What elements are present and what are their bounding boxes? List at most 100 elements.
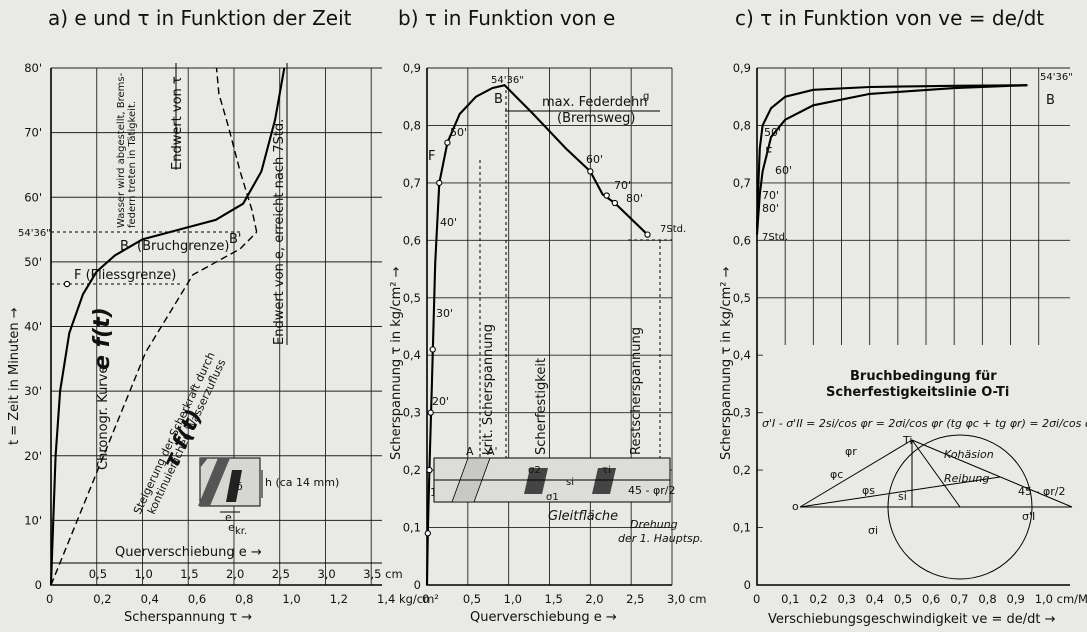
- panel-b-y-label: Scherspannung τ in kg/cm² →: [389, 266, 404, 460]
- panel-a-tau-tick: 0,6: [188, 592, 206, 606]
- panel-b-pt-60: 60': [586, 153, 603, 166]
- panel-c-mohr-inset: Bruchbedingung für Scherfestigkeitslinie…: [762, 345, 1087, 580]
- panel-b-y-tick: 0,6: [403, 233, 421, 247]
- panel-b-drehung-2: der 1. Hauptsp.: [618, 532, 703, 545]
- panel-c-y-tick: 0,8: [733, 118, 751, 132]
- panel-b-x-tick: 1,5: [545, 592, 563, 606]
- panel-a-y-tick: 10': [24, 513, 42, 527]
- panel-c-axes: [756, 68, 1070, 586]
- panel-b-tau-e-chart: b) τ in Funktion von e 00,10,20,30,40,50…: [389, 6, 706, 625]
- panel-c-x-tick: 0,4: [866, 592, 884, 606]
- panel-c-y-tick: 0,9: [733, 61, 751, 75]
- panel-a-wasser-1: Wasser wird abgestellt, Brems-: [116, 72, 127, 228]
- panel-b-si: si: [566, 477, 574, 488]
- panel-c-y-tick: 0,1: [733, 521, 751, 535]
- panel-a-y-label: t = Zeit in Minuten →: [7, 307, 22, 445]
- panel-a-xlabel-top: Querverschiebung e →: [115, 545, 262, 560]
- panel-c-pt-60: 60': [775, 164, 792, 177]
- panel-b-x-tick: 0: [422, 592, 429, 606]
- panel-b-y-tick: 0,8: [403, 118, 421, 132]
- panel-a-tau-tick: 1,0: [282, 592, 300, 606]
- panel-b-pt-mark: 54'36": [491, 75, 524, 86]
- panel-a-y-tick: 40': [24, 320, 42, 334]
- panel-b-point: [426, 466, 433, 474]
- panel-b-point: [444, 139, 451, 146]
- panel-c-y-label: Scherspannung τ in kg/cm² →: [719, 266, 734, 460]
- panel-b-drehung-1: Drehung: [630, 518, 678, 531]
- panel-c-x-tick: 0,2: [809, 592, 827, 606]
- panel-c-mohr-circle: [887, 434, 1033, 580]
- panel-c-x-label: Verschiebungsgeschwindigkeit ve = de/dt …: [768, 612, 1056, 627]
- panel-b-x-tick: 1,0: [504, 592, 522, 606]
- panel-b-y-tick: 0,1: [403, 521, 421, 535]
- panel-b-x-tick: 0,5: [463, 592, 481, 606]
- panel-a-label-b2: B': [229, 232, 242, 247]
- panel-a-tau-tick: 0,8: [235, 592, 253, 606]
- panel-a-y-tick: 50': [24, 255, 42, 269]
- panel-c-x-tick: 0,9: [1007, 592, 1025, 606]
- panel-c-y-tick: 0,5: [733, 291, 751, 305]
- panel-b-pt-50: 50': [450, 126, 467, 139]
- panel-a-tau-tick: 0,2: [93, 592, 111, 606]
- panel-b-point: [587, 168, 594, 175]
- panel-b-point: [429, 346, 436, 353]
- panel-c-pt-f: F: [765, 146, 772, 161]
- panel-b-point: [424, 530, 431, 537]
- panel-c-x-tick: 0: [753, 592, 760, 606]
- panel-a-specimen-inset: h (ca 14 mm) δ e e kr.: [198, 457, 339, 537]
- panel-c-sigma-i: σi: [868, 524, 878, 537]
- panel-a-series-tau: [50, 231, 258, 586]
- panel-a-ef-label: e f(t): [90, 307, 115, 370]
- panel-c-x-tick: 0,7: [950, 592, 968, 606]
- panel-b-a2: A': [487, 445, 498, 458]
- panel-c-tau-ve-chart: c) τ in Funktion von ve = de/dt 00,10,20…: [719, 6, 1087, 627]
- panel-b-specimen: A A' σ2 σ1 si τi 45 - φr/2 Gleitfläche D…: [433, 445, 703, 545]
- panel-c-kohaesion: Kohäsion: [944, 448, 994, 461]
- panel-c-ti: Ti: [902, 434, 912, 447]
- panel-b-bremsweg: (Bremsweg): [557, 111, 635, 126]
- panel-c-pt-b: B: [1046, 93, 1055, 108]
- panel-b-tau-i: τi: [602, 465, 611, 476]
- panel-a-ekr-sub: kr.: [235, 526, 247, 537]
- panel-a-wasser-2: federn treten in Tätigkeit.: [127, 101, 138, 228]
- panel-b-point: [436, 179, 443, 187]
- panel-c-phi-s: φs: [862, 484, 875, 497]
- panel-c-y-tick: 0: [744, 578, 751, 592]
- panel-b-pt-b: B: [494, 92, 503, 107]
- panel-c-y-tick: 0,2: [733, 463, 751, 477]
- panel-b-pt-f: F: [428, 149, 435, 164]
- panel-a-series-tau-end: [215, 67, 258, 233]
- panel-a-e-tick: 3,0: [317, 567, 335, 581]
- panel-c-pt-80: 80': [762, 202, 779, 215]
- panel-b-pt-40: 40': [440, 216, 457, 229]
- panel-b-x-tick: 2,5: [626, 592, 644, 606]
- panel-c-x-tick: 0,6: [922, 592, 940, 606]
- panel-a-tau-tick: 0: [46, 592, 53, 606]
- panel-a-label-b-text: (Bruchgrenze): [137, 239, 229, 254]
- panel-b-point: [603, 192, 610, 199]
- panel-b-y-ticks: 0 0,1 0,2 0,3 0,4 0,5 0,6 0,7 0,8 0,9: [403, 61, 421, 592]
- panel-b-y-tick: 0,4: [403, 348, 421, 362]
- panel-a-y-tick: 0: [35, 578, 42, 592]
- panel-c-pt-mark: 54'36": [1040, 72, 1073, 83]
- panel-c-y-tick: 0,3: [733, 406, 751, 420]
- panel-a-endwert-tau: Endwert von τ: [170, 76, 185, 170]
- panel-b-title: b) τ in Funktion von e: [398, 6, 615, 30]
- panel-b-y-tick: 0,7: [403, 176, 421, 190]
- panel-c-phi-r: φr: [845, 445, 857, 458]
- panel-b-pt-7std: 7Std.: [660, 224, 686, 235]
- panel-c-reibung: Reibung: [944, 472, 989, 485]
- panel-c-phi-c: φc: [830, 468, 843, 481]
- panel-c-mohr-lines: [799, 439, 1073, 508]
- panel-b-points: [424, 139, 651, 537]
- panel-b-x-ticks: 0 0,5 1,0 1,5 2,0 2,5 3,0 cm: [422, 592, 706, 606]
- panel-a-point-f: [63, 280, 71, 288]
- panel-a-tau-tick: 1,2: [330, 592, 348, 606]
- panel-a-e-tick: 0,5: [89, 567, 107, 581]
- panel-b-point: [427, 409, 434, 416]
- panel-a-mark-label: 54'36": [18, 228, 51, 239]
- panel-b-federdehnung-sup: g: [643, 91, 649, 102]
- panel-a-e-tick: 1,0: [134, 567, 152, 581]
- panel-c-sigma-1: σ'I: [1022, 510, 1035, 523]
